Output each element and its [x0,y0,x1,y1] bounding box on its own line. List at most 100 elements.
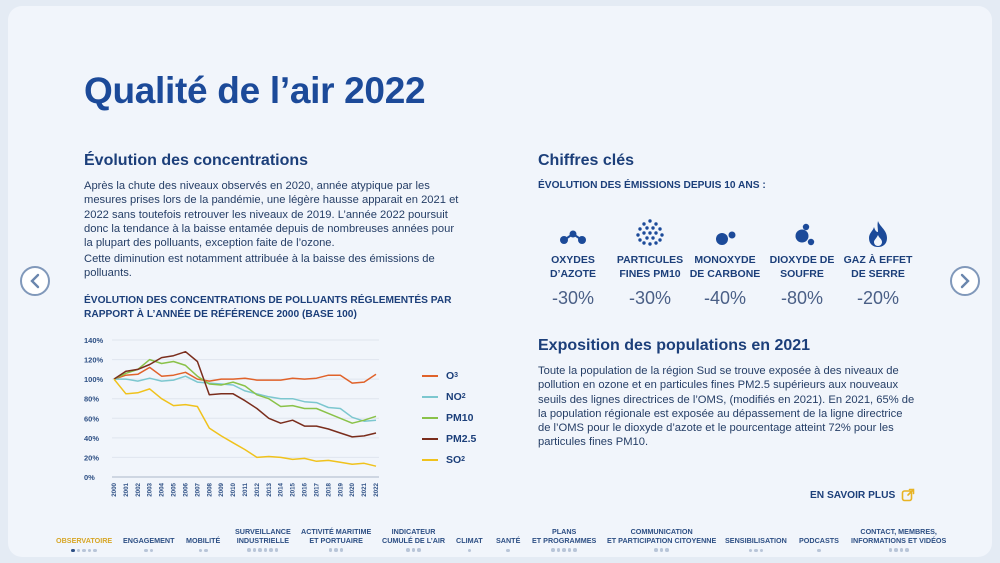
concentrations-heading: Évolution des concentrations [84,152,309,169]
legend-label-subscript: 3 [454,372,459,379]
footer-nav-sensibilisation[interactable]: SENSIBILISATION [725,536,787,553]
footer-nav-label: SANTÉ [496,536,521,545]
x-tick-label: 2019 [337,482,344,496]
external-link-icon [901,488,915,502]
legend-item: PM10 [422,407,476,428]
page-title: Qualité de l’air 2022 [84,70,426,111]
footer-nav-label: ET PROGRAMMES [532,535,597,545]
x-tick-label: 2009 [218,482,225,496]
bottom-navigation: OBSERVATOIRE ENGAGEMENT MOBILITÉ SURVEIL… [46,522,954,555]
footer-nav-mobilite[interactable]: MOBILITÉ [186,536,221,553]
particles-icon [636,219,664,246]
legend-item: NO 2 [422,386,476,407]
metric-label: FINES PM10 [619,267,681,280]
footer-nav-label: CONTACT, MEMBRES, [860,527,937,536]
footer-nav-label: ACTIVITÉ MARITIME [301,527,372,536]
footer-nav-contact[interactable]: CONTACT, MEMBRES, INFORMATIONS ET VIDÉOS [851,527,947,552]
footer-nav-label: ET PORTUAIRE [309,535,363,545]
concentrations-note: Cette diminution est notamment attribuée… [84,253,435,280]
y-tick-label: 120% [84,356,104,365]
x-tick-label: 2005 [171,482,178,496]
x-tick-label: 2018 [325,482,332,496]
footer-nav-sante[interactable]: SANTÉ [496,536,521,553]
key-figures-heading: Chiffres clés [538,152,635,169]
metric-label: PARTICULES [616,254,684,266]
metric-value: -30% [628,288,672,308]
series-line-no2 [114,375,377,422]
molecule-icon [560,230,586,244]
legend-label: PM2.5 [446,432,477,445]
footer-nav-maritime[interactable]: ACTIVITÉ MARITIME ET PORTUAIRE [301,527,372,552]
metric-value: -30% [551,288,595,308]
series-line-pm25 [113,350,377,438]
footer-nav-climat[interactable]: CLIMAT [456,536,483,553]
footer-nav-podcasts[interactable]: PODCASTS [799,536,839,553]
legend-swatch [422,374,438,377]
footer-nav-surveillance[interactable]: SURVEILLANCE INDUSTRIELLE [235,527,291,552]
footer-nav-label: SENSIBILISATION [725,536,787,545]
footer-nav-label: MOBILITÉ [186,536,221,545]
exposure-heading: Exposition des populations en 2021 [538,337,811,354]
metric-label: DE SERRE [851,267,905,280]
x-tick-label: 2010 [230,482,237,496]
legend-label: SO [446,453,462,466]
x-tick-label: 2013 [266,482,273,496]
x-tick-label: 2021 [361,482,368,496]
y-tick-label: 40% [84,434,99,443]
legend-label-subscript: 2 [461,393,466,400]
chart-legend: O 3 NO 2 PM10 PM2.5 SO 2 [422,365,476,470]
metric-label: D’AZOTE [549,267,597,280]
metric-label: SOUFRE [780,267,824,280]
legend-item: PM2.5 [422,428,476,449]
footer-nav-label: PLANS [551,527,577,536]
legend-label: O [446,369,455,382]
metric-label: GAZ À EFFET [843,254,913,266]
footer-nav-engagement[interactable]: ENGAGEMENT [123,536,175,553]
footer-nav-label: OBSERVATOIRE [56,536,113,545]
footer-nav-observatoire[interactable]: OBSERVATOIRE [56,536,113,553]
concentration-chart: 0% 20% 40% 60% 80% 100% 120% 140% 2000 2001 2002 20… [84,330,484,505]
x-tick-label: 2006 [182,482,189,496]
x-tick-label: 2017 [313,482,320,496]
y-tick-label: 20% [84,453,99,462]
series-line-so2 [113,378,377,467]
footer-nav-plans[interactable]: PLANS ET PROGRAMMES [532,527,597,552]
metric-label: DIOXYDE DE [769,254,835,266]
footer-nav-label: INDUSTRIELLE [236,535,290,545]
metric-label: OXYDES [551,254,595,266]
chevron-left-icon [30,273,40,289]
metric-value: -20% [856,288,900,308]
footer-nav-label: CLIMAT [456,536,483,545]
footer-nav-label: ENGAGEMENT [123,536,175,545]
metric-co: MONOXYDE DE CARBONE -40% [686,218,764,309]
x-tick-label: 2022 [373,482,380,496]
learn-more-label: EN SAVOIR PLUS [810,489,896,501]
metric-value: -80% [780,288,824,308]
footer-nav-label: COMMUNICATION [630,527,693,536]
footer-nav-label: INFORMATIONS ET VIDÉOS [851,535,947,545]
metric-pm10: PARTICULES FINES PM10 -30% [611,218,689,309]
x-tick-label: 2001 [123,482,130,496]
metric-label: DE CARBONE [689,267,761,280]
learn-more-link[interactable]: EN SAVOIR PLUS [810,488,915,502]
footer-nav-indicateur[interactable]: INDICATEUR CUMULÉ DE L’AIR [382,527,445,552]
previous-slide-button[interactable] [20,266,50,296]
x-tick-label: 2014 [278,482,285,496]
concentrations-paragraph: Après la chute des niveaux observés en 2… [84,180,459,250]
y-tick-label: 60% [84,414,99,423]
legend-swatch [422,458,438,461]
legend-swatch [422,395,438,398]
metric-label: MONOXYDE [694,254,756,266]
x-tick-label: 2000 [111,482,118,496]
legend-swatch [422,437,438,440]
x-tick-label: 2011 [242,482,249,496]
chart-title: ÉVOLUTION DES CONCENTRATIONS DE POLLUANT… [84,295,452,320]
y-tick-label: 100% [84,375,104,384]
footer-nav-communication[interactable]: COMMUNICATION ET PARTICIPATION CITOYENNE [607,527,716,552]
carbon-monoxide-icon [716,231,736,245]
footer-nav-label: SURVEILLANCE [235,527,291,536]
legend-swatch [422,416,438,419]
next-slide-button[interactable] [950,266,980,296]
y-tick-label: 0% [84,473,95,482]
footer-nav-label: INDICATEUR [391,527,436,536]
